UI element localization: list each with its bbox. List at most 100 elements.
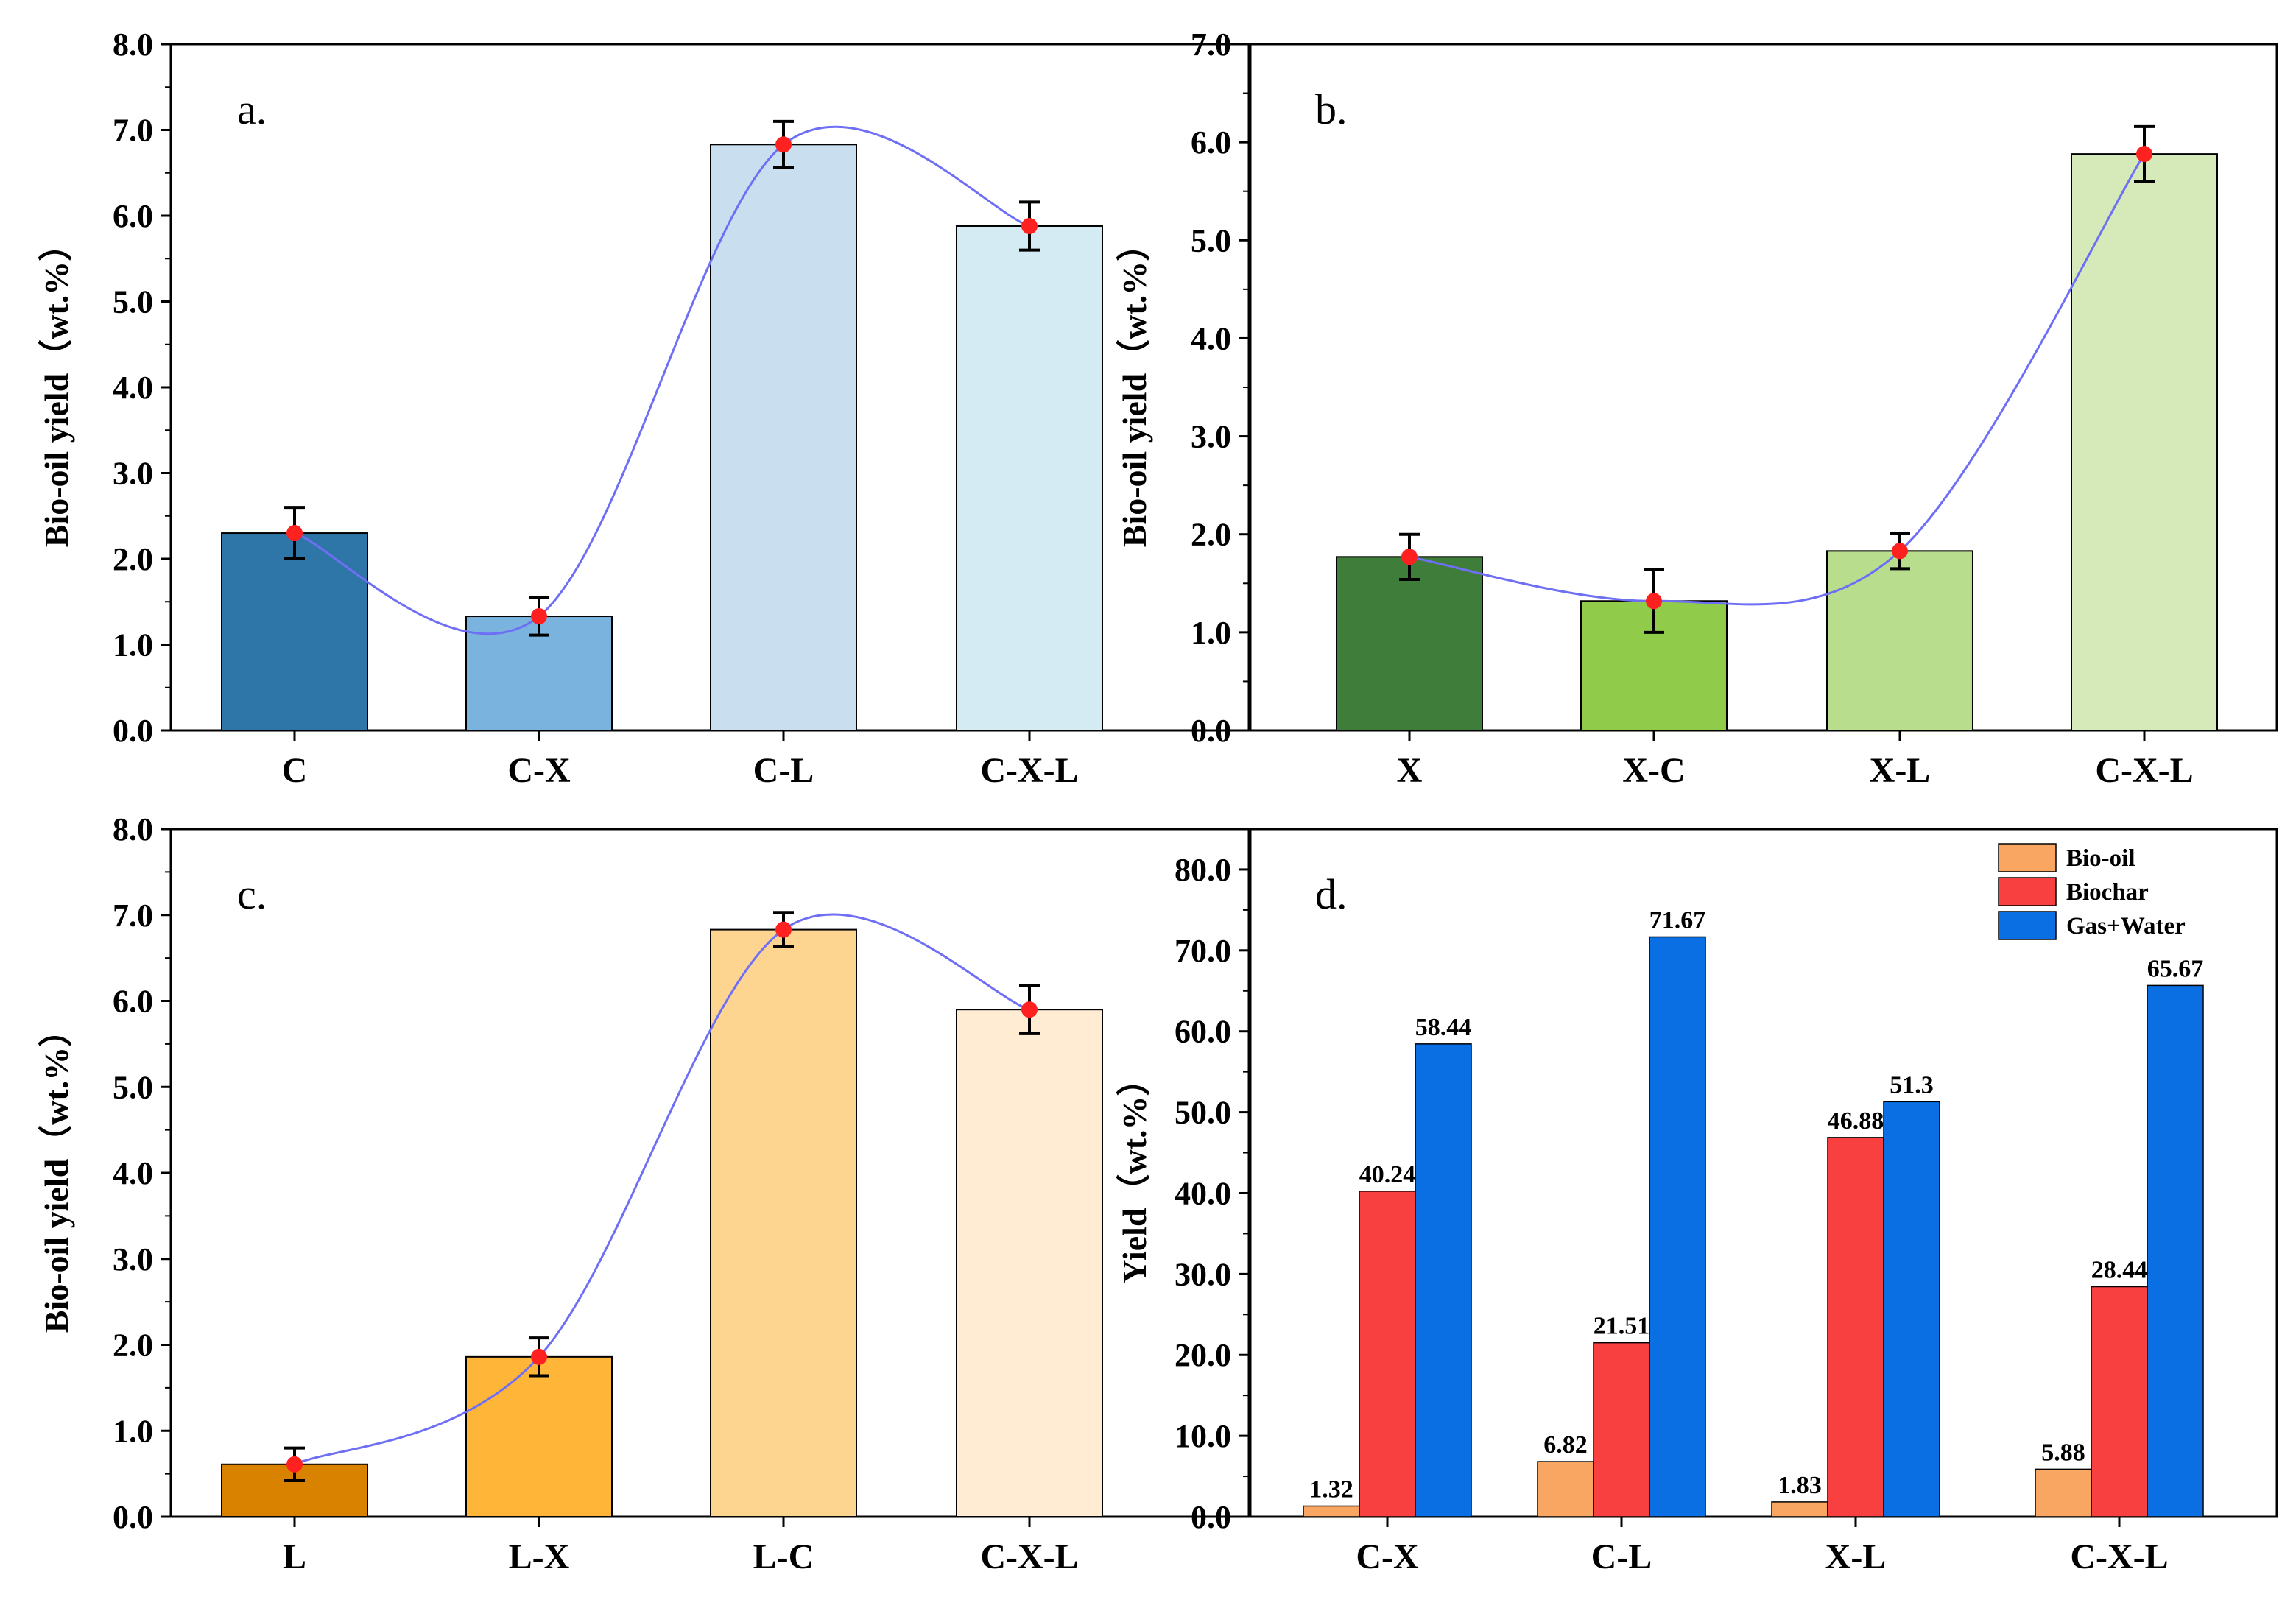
bar-c [221,532,368,731]
data-point [775,136,792,153]
bar-gas-water [1649,936,1706,1517]
bar-gas-water [1415,1043,1472,1517]
x-tick-label: L-C [753,1537,814,1576]
panel-c: 0.0 1.0 2.0 3.0 4.0 5.0 6.0 7.0 8.0 Bio-oil yield… [38,811,1252,1576]
data-label: 1.32 [1309,1476,1353,1503]
data-point [1021,217,1038,234]
y-tick-label: 0.0 [113,713,153,749]
bar-x [1336,556,1483,732]
y-tick-label: 3.0 [113,1241,153,1277]
y-tick-label: 0.0 [1191,1499,1231,1535]
data-point [286,1456,303,1473]
bar-bio-oil [1537,1461,1594,1517]
y-tick-label: 1.0 [1191,615,1231,651]
trend-line [1409,153,2146,606]
x-tick-label: X-C [1622,751,1685,790]
y-tick-label: 5.0 [113,284,153,320]
legend: Bio-oil Biochar Gas+Water [1998,843,2186,940]
legend-swatch [1998,877,2057,906]
y-tick-label: 1.0 [113,1413,153,1449]
legend-swatch [1998,911,2057,940]
bar-c-x-l [956,1009,1103,1518]
data-label: 46.88 [1828,1107,1884,1135]
data-label: 71.67 [1649,906,1706,934]
data-label: 1.83 [1778,1472,1822,1499]
y-axis-title: Bio-oil yield（wt.%） [38,1013,75,1333]
data-label: 58.44 [1415,1014,1472,1041]
y-tick-label: 6.0 [1191,124,1231,161]
data-point [286,525,303,542]
data-point [2136,146,2152,163]
panel-label: b. [1315,85,1348,133]
y-tick-label: 4.0 [113,1155,153,1191]
y-tick-label: 40.0 [1175,1175,1231,1211]
data-point [775,921,792,938]
panel-b: 0.0 1.0 2.0 3.0 4.0 5.0 6.0 7.0 Bio-oil yield（wt… [1116,27,2278,790]
y-tick-label: 4.0 [113,370,153,406]
panel-label: d. [1315,870,1348,918]
y-tick-label: 50.0 [1175,1095,1231,1131]
y-tick-label: 0.0 [1191,713,1231,749]
x-tick-label: X [1397,751,1423,790]
bar-bio-oil [2035,1468,2092,1517]
data-point [1646,593,1662,610]
bar-biochar [2091,1286,2148,1517]
data-label: 28.44 [2091,1256,2148,1283]
x-tick-label: C-L [753,751,814,790]
data-label: 40.24 [1359,1161,1416,1188]
bar-gas-water [2147,984,2204,1517]
y-tick-label: 10.0 [1175,1418,1231,1454]
y-tick-label: 60.0 [1175,1014,1231,1050]
legend-label: Biochar [2066,879,2149,906]
panel-a: 0.0 1.0 2.0 3.0 4.0 5.0 6.0 7.0 8.0 Bio-oil yield… [38,27,1252,790]
y-tick-label: 6.0 [113,198,153,234]
y-tick-label: 0.0 [113,1499,153,1535]
y-tick-label: 7.0 [1191,27,1231,63]
y-tick-label: 2.0 [113,541,153,577]
x-tick-label: C-X [507,751,571,790]
trend-line [294,125,1030,635]
bar-biochar [1593,1342,1650,1517]
y-tick-label: 8.0 [113,27,153,63]
trend-line [294,913,1030,1466]
data-label: 65.67 [2147,955,2204,982]
data-point [1892,543,1908,560]
bar-x-l [1826,550,1973,731]
bar-l-x [465,1355,613,1517]
x-tick-label: C-X-L [2095,751,2193,790]
y-tick-label: 6.0 [113,984,153,1020]
data-label: 51.3 [1890,1071,1934,1099]
bar-bio-oil [1303,1505,1360,1517]
y-tick-label: 3.0 [1191,419,1231,455]
bar-biochar [1827,1137,1884,1517]
legend-swatch [1998,843,2057,872]
legend-label: Gas+Water [2066,913,2186,939]
x-tick-label: C-L [1591,1537,1652,1576]
bar-bio-oil [1771,1501,1828,1517]
y-tick-label: 20.0 [1175,1337,1231,1373]
plot-frame [1247,828,2278,1518]
y-tick-label: 70.0 [1175,933,1231,969]
y-tick-label: 3.0 [113,456,153,492]
y-tick-label: 1.0 [113,627,153,663]
x-tick-label: X-L [1825,1537,1887,1576]
y-tick-label: 30.0 [1175,1256,1231,1292]
y-tick-label: 7.0 [113,113,153,149]
y-axis-title: Yield（wt.%） [1116,1062,1153,1283]
x-tick-label: C-X-L [2070,1537,2168,1576]
bar-c-x-l [2071,153,2218,731]
y-tick-label: 4.0 [1191,320,1231,356]
panel-d: 0.0 10.0 20.0 30.0 40.0 50.0 60.0 70.0 80.0 Yield… [1116,828,2278,1576]
data-label: 21.51 [1594,1313,1650,1340]
x-tick-label: L [283,1537,306,1576]
y-tick-label: 2.0 [1191,517,1231,553]
y-axis-title: Bio-oil yield（wt.%） [38,228,75,547]
x-tick-label: L-X [509,1537,570,1576]
y-axis-title: Bio-oil yield（wt.%） [1116,228,1153,547]
data-point [1401,549,1418,565]
bar-c-x-l [956,225,1103,732]
panel-label: c. [237,870,267,918]
panel-label: a. [237,85,267,133]
y-tick-label: 2.0 [113,1328,153,1364]
